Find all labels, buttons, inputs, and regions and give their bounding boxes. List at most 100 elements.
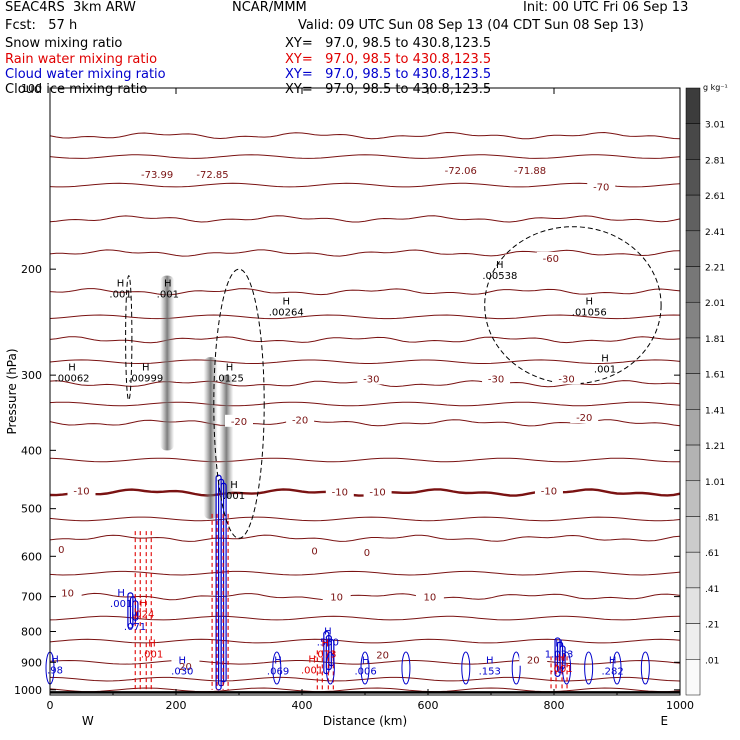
- field-cloudice-name: Cloud ice mixing ratio: [5, 82, 148, 97]
- isotherm-line: [49, 534, 681, 542]
- extremum-value: .071: [124, 622, 146, 633]
- x-tick-label: 1000: [666, 699, 694, 712]
- extremum-value: .0125: [215, 373, 244, 384]
- cloud-water-contour: [584, 651, 594, 685]
- extremum-marker: H: [586, 297, 594, 308]
- isotherm-label: 20: [527, 656, 540, 667]
- colorbar-swatch: [685, 266, 701, 303]
- forecast-hour: Fcst: 57 h: [5, 18, 78, 33]
- cloud-water-contour: [461, 651, 471, 685]
- extremum-value: .00999: [128, 373, 163, 384]
- colorbar-swatch: [685, 587, 701, 624]
- colorbar-label: .61: [705, 549, 719, 559]
- extremum-value: .550: [317, 637, 339, 648]
- colorbar-label: .81: [705, 513, 719, 523]
- cloud-water-contour: [220, 482, 227, 683]
- extremum-marker: H: [308, 654, 316, 665]
- valid-time: Valid: 09 UTC Sun 08 Sep 13 (04 CDT Sun …: [298, 18, 644, 33]
- cloud-water-contour: [401, 651, 411, 685]
- extremum-marker: H: [179, 656, 187, 667]
- colorbar-swatch: [685, 444, 701, 482]
- isotherm-label: -10: [332, 488, 348, 499]
- extremum-marker: H: [164, 278, 172, 289]
- colorbar-label: 1.61: [705, 371, 725, 381]
- isotherm-label: -72.06: [445, 166, 477, 177]
- isotherm-label: 0: [58, 545, 64, 556]
- y-tick-label: 1000: [14, 684, 42, 697]
- colorbar-swatch: [685, 551, 701, 589]
- colorbar-swatch: [685, 409, 701, 446]
- extremum-value: .001: [141, 649, 163, 660]
- x-tick-label: 200: [166, 699, 187, 712]
- init-time: Init: 00 UTC Fri 06 Sep 13: [523, 0, 689, 15]
- colorbar-label: 1.01: [705, 478, 725, 488]
- extremum-value: .001: [301, 665, 323, 676]
- cloud-water-contour: [562, 651, 572, 685]
- isotherm-label: 10: [424, 592, 437, 603]
- extremum-value: 1.033: [545, 649, 574, 660]
- isotherm-line: [49, 215, 681, 223]
- isotherm-label: 10: [330, 592, 343, 603]
- extremum-marker: H: [51, 654, 59, 665]
- extremum-marker: H: [142, 362, 150, 373]
- extremum-marker: H: [117, 588, 125, 599]
- isotherm-line: [49, 288, 681, 296]
- y-tick-label: 500: [21, 503, 42, 516]
- extremum-marker: H: [274, 656, 282, 667]
- extremum-value: .024: [132, 609, 154, 620]
- colorbar-swatch: [685, 480, 701, 517]
- colorbar-label: 1.81: [705, 335, 725, 345]
- extremum-value: .001: [550, 664, 572, 675]
- y-tick-label: 700: [21, 591, 42, 604]
- y-tick-label: 300: [21, 369, 42, 382]
- isotherm-label: -10: [369, 488, 385, 499]
- field-cloudwater-xy: XY= 97.0, 98.5 to 430.8,123.5: [285, 67, 492, 82]
- extremum-marker: H: [486, 656, 494, 667]
- west-label: W: [82, 714, 94, 728]
- field-cloudwater-name: Cloud water mixing ratio: [5, 67, 166, 82]
- isotherm-label: -30: [488, 374, 504, 385]
- extremum-value: .001: [594, 365, 616, 376]
- colorbar-swatch: [685, 373, 701, 410]
- cloud-water-contour: [325, 651, 335, 685]
- isotherm-line: [49, 638, 681, 644]
- cloud-water-contour: [132, 600, 139, 621]
- extremum-value: .00538: [482, 271, 517, 282]
- colorbar-label: .01: [705, 656, 719, 666]
- x-tick-label: 600: [418, 699, 439, 712]
- isotherm-label: -30: [558, 374, 574, 385]
- extremum-value: .001: [109, 289, 131, 300]
- y-tick-label: 600: [21, 550, 42, 563]
- snow-column: [160, 275, 175, 451]
- colorbar-unit: g kg⁻¹: [703, 83, 728, 92]
- isotherm-line: [49, 659, 681, 665]
- center-name: NCAR/MMM: [232, 0, 307, 15]
- extremum-value: .073: [314, 649, 336, 660]
- model-name: SEAC4RS 3km ARW: [5, 0, 136, 15]
- x-tick-label: 400: [292, 699, 313, 712]
- cloud-water-contour: [640, 651, 650, 685]
- extremum-marker: H: [68, 362, 76, 373]
- isotherm-line: [49, 314, 681, 320]
- isotherm-label: -73.99: [141, 170, 173, 181]
- y-tick-label: 100: [21, 82, 42, 95]
- colorbar-swatch: [685, 516, 701, 553]
- extremum-marker: H: [226, 362, 234, 373]
- extremum-marker: H: [362, 656, 370, 667]
- field-snow-xy: XY= 97.0, 98.5 to 430.8,123.5: [285, 36, 492, 51]
- extremum-marker: H: [555, 638, 563, 649]
- extremum-value: .001: [110, 599, 132, 610]
- isotherm-line: [49, 570, 681, 576]
- colorbar-label: 2.61: [705, 192, 725, 202]
- isotherm-line: [49, 401, 681, 407]
- isotherm-line: [49, 359, 681, 365]
- field-cloudice-xy: XY= 97.0, 98.5 to 430.8,123.5: [285, 82, 492, 97]
- cloud-ice-contour: [213, 268, 265, 539]
- east-label: E: [660, 714, 668, 728]
- colorbar-swatch: [685, 301, 701, 339]
- extremum-marker: H: [496, 260, 504, 271]
- colorbar-swatch: [685, 123, 701, 160]
- isotherm-label: -71.88: [514, 166, 546, 177]
- isotherm-line: [49, 516, 681, 522]
- extremum-marker: H: [282, 297, 290, 308]
